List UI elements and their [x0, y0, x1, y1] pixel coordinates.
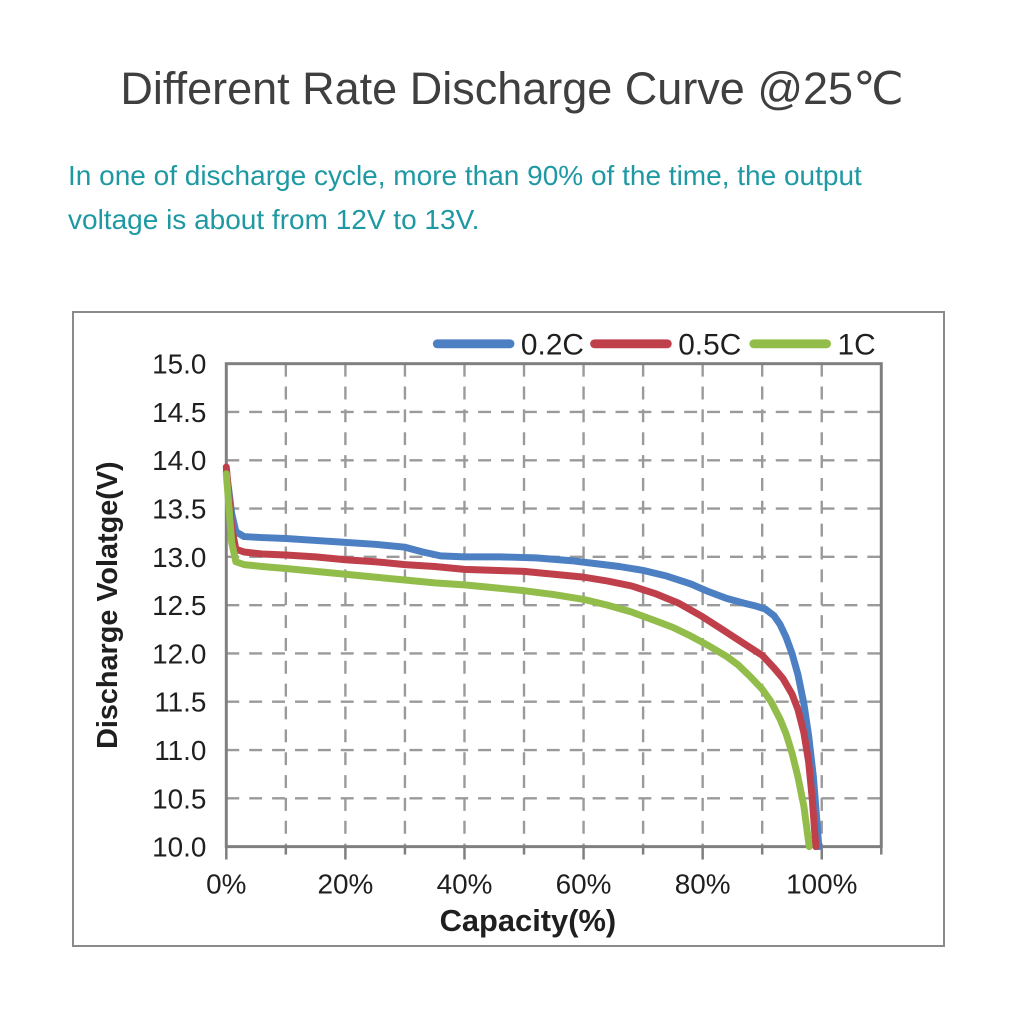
y-tick-label: 10.5	[152, 783, 206, 814]
y-tick-label: 11.5	[154, 687, 206, 718]
y-tick-label: 10.0	[152, 832, 206, 863]
y-tick-label: 11.0	[154, 735, 206, 766]
subtitle-line-2: voltage is about from 12V to 13V.	[68, 204, 480, 235]
x-axis-title: Capacity(%)	[440, 903, 617, 938]
x-tick-label: 0%	[206, 868, 246, 899]
x-tick-label: 60%	[556, 868, 612, 899]
chart-container: 15.0 14.5 14.0 13.5 13.0 12.5 12.0 11.5 11.0 10.5…	[72, 311, 945, 947]
page-title: Different Rate Discharge Curve @25℃	[120, 63, 904, 114]
subtitle: In one of discharge cycle, more than 90%…	[68, 154, 968, 242]
y-axis-title: Discharge Volatge(V)	[92, 461, 124, 749]
y-tick-label: 13.0	[152, 542, 206, 573]
curve-0.5c	[222, 463, 820, 851]
discharge-curve-chart: 15.0 14.5 14.0 13.5 13.0 12.5 12.0 11.5 11.0 10.5…	[92, 329, 883, 938]
legend-label-0.5c: 0.5C	[678, 329, 741, 362]
x-tick-label: 40%	[437, 868, 493, 899]
y-tick-label: 15.0	[152, 349, 206, 380]
y-tick-label: 12.5	[152, 590, 206, 621]
y-tick-label: 12.0	[152, 638, 206, 669]
y-tick-label: 14.5	[152, 397, 206, 428]
x-tick-label: 80%	[675, 868, 731, 899]
x-tick-label: 20%	[318, 868, 374, 899]
curve-1c	[222, 470, 813, 851]
legend-label-1c: 1C	[837, 329, 875, 362]
y-tick-label: 13.5	[152, 494, 206, 525]
y-tick-label: 14.0	[152, 445, 206, 476]
curve-0.2c	[222, 468, 823, 851]
subtitle-line-1: In one of discharge cycle, more than 90%…	[68, 160, 862, 191]
plot-frame	[224, 362, 883, 849]
x-tick-label: 100%	[786, 868, 857, 899]
legend-label-0.2c: 0.2C	[521, 329, 584, 362]
